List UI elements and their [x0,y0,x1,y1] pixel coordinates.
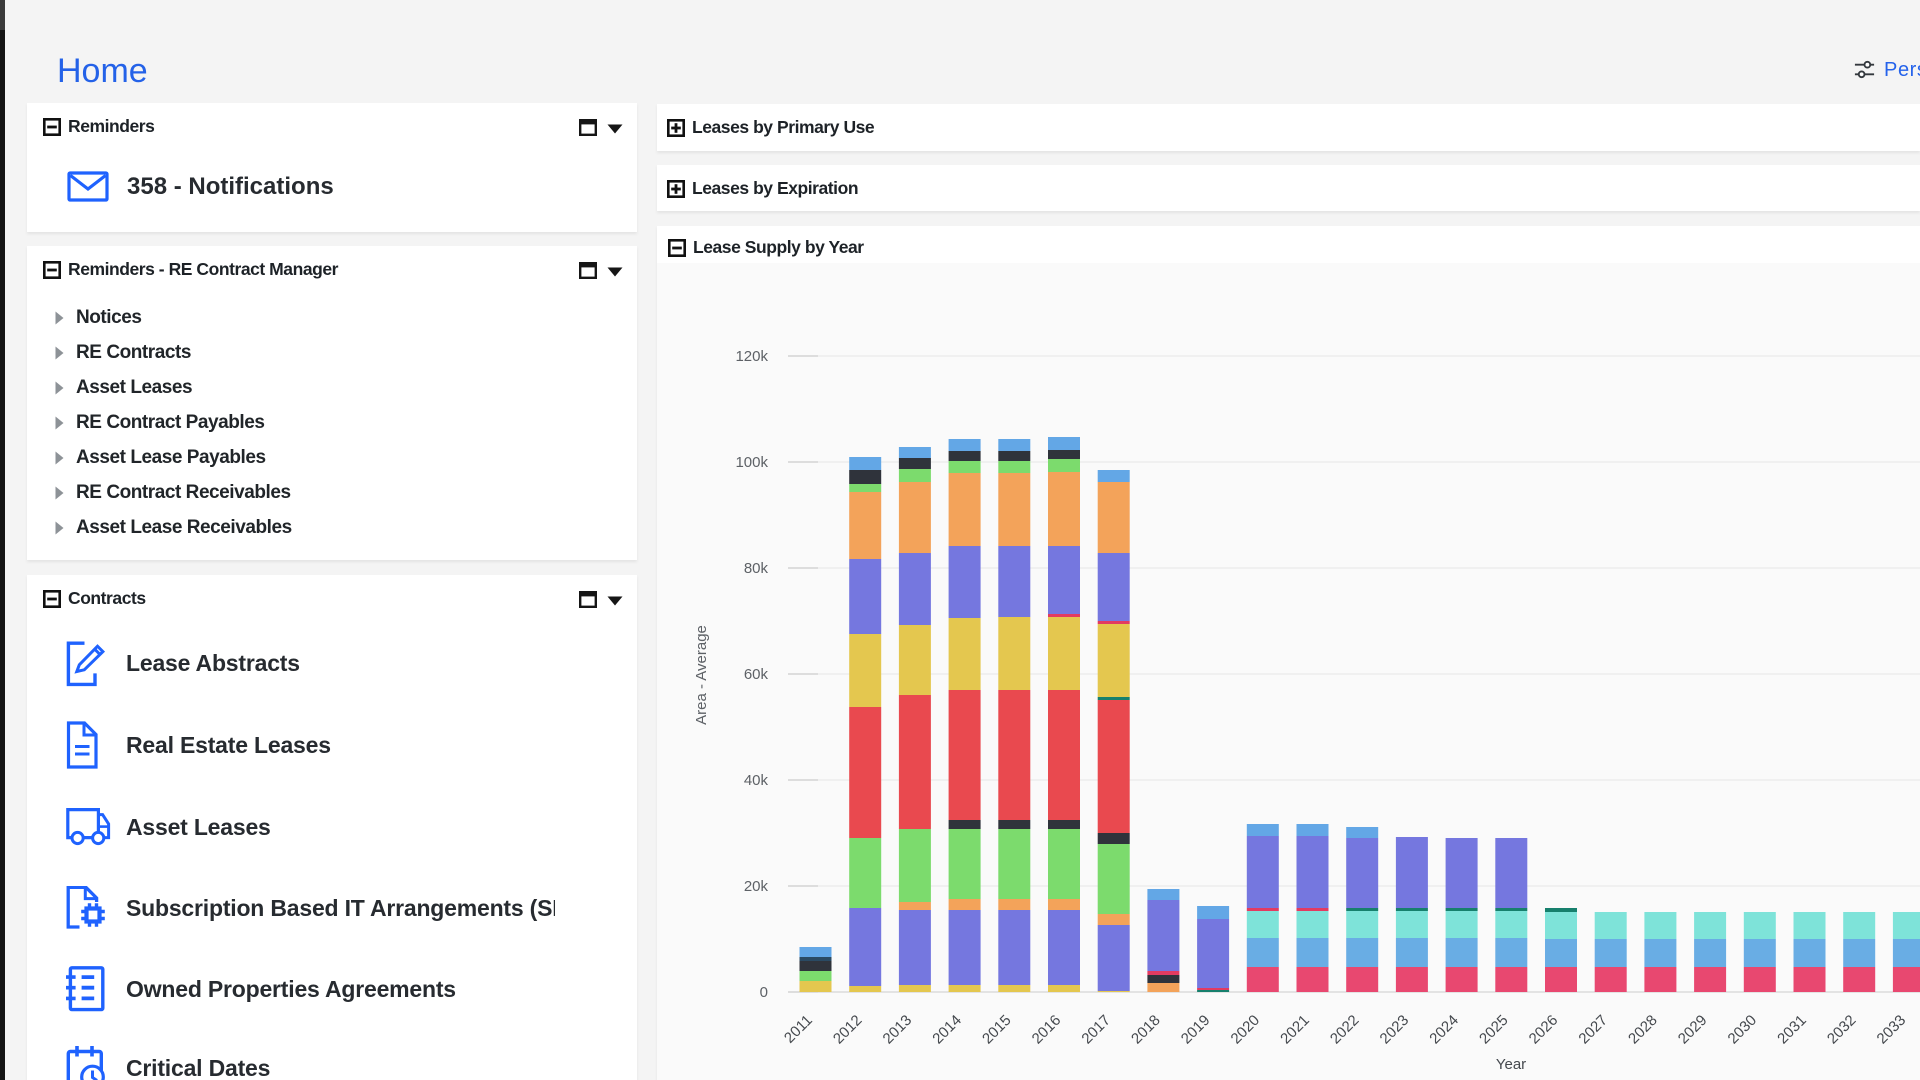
svg-text:2024: 2024 [1426,1012,1462,1048]
svg-text:2031: 2031 [1774,1012,1810,1048]
svg-text:100k: 100k [735,454,768,471]
svg-text:2032: 2032 [1824,1012,1860,1048]
svg-text:2033: 2033 [1874,1012,1910,1048]
svg-text:20k: 20k [744,878,769,895]
svg-text:Year: Year [1496,1056,1526,1073]
svg-text:2014: 2014 [929,1012,965,1048]
svg-text:2011: 2011 [781,1012,816,1047]
svg-text:0: 0 [760,984,768,1001]
svg-text:2021: 2021 [1277,1012,1313,1048]
svg-text:2025: 2025 [1476,1012,1512,1048]
svg-text:2018: 2018 [1128,1012,1164,1048]
svg-text:2022: 2022 [1327,1012,1363,1048]
svg-text:40k: 40k [744,772,769,789]
svg-text:2017: 2017 [1078,1012,1114,1048]
svg-text:2015: 2015 [979,1012,1015,1048]
svg-text:2013: 2013 [880,1012,916,1048]
svg-text:2029: 2029 [1675,1012,1711,1048]
svg-text:2026: 2026 [1526,1012,1562,1048]
svg-text:2016: 2016 [1029,1012,1065,1048]
svg-text:120k: 120k [735,348,768,365]
svg-text:2027: 2027 [1575,1012,1611,1048]
svg-text:2028: 2028 [1625,1012,1661,1048]
svg-text:Area - Average: Area - Average [693,625,710,725]
svg-text:2012: 2012 [830,1012,866,1048]
svg-text:60k: 60k [744,666,769,683]
svg-text:2020: 2020 [1228,1012,1264,1048]
svg-text:2019: 2019 [1178,1012,1214,1048]
svg-text:2023: 2023 [1377,1012,1413,1048]
svg-text:80k: 80k [744,560,769,577]
svg-text:2030: 2030 [1725,1012,1761,1048]
